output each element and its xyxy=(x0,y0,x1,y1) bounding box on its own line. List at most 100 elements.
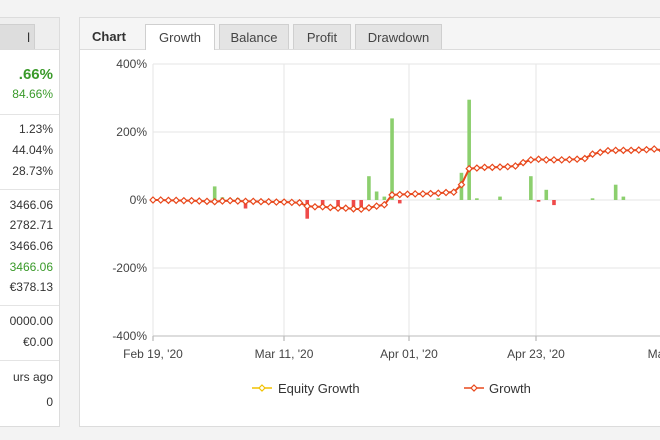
growth-point xyxy=(642,145,651,154)
growth-point xyxy=(411,190,420,198)
growth-legend-label: Growth xyxy=(489,381,531,396)
tab-drawdown[interactable]: Drawdown xyxy=(355,24,442,49)
growth-point xyxy=(156,196,165,204)
updated-value: urs ago xyxy=(12,370,53,384)
growth-point xyxy=(372,202,381,210)
trade-bar xyxy=(536,200,541,202)
growth-point xyxy=(257,197,265,206)
growth-point xyxy=(172,196,180,205)
trade-bar xyxy=(613,184,618,200)
chart-title: Chart xyxy=(92,29,126,44)
x-tick-label: Feb 19, '20 xyxy=(123,347,183,361)
growth-point xyxy=(395,190,404,199)
growth-point xyxy=(419,190,427,198)
growth-point xyxy=(565,155,574,164)
equity-legend-marker xyxy=(258,384,266,392)
growth-point xyxy=(534,155,543,164)
growth-point xyxy=(326,203,335,212)
tab-balance[interactable]: Balance xyxy=(219,24,289,49)
growth-point xyxy=(503,162,512,171)
trade-bar xyxy=(336,200,340,207)
balance-value: 3466.06 xyxy=(9,198,53,212)
x-tick-label: Apr 01, '20 xyxy=(380,347,438,361)
drawdown-value: 28.73% xyxy=(12,164,53,178)
growth-point xyxy=(187,196,196,205)
growth-point xyxy=(426,189,435,198)
growth-point xyxy=(449,188,458,197)
growth-point xyxy=(604,146,612,155)
growth-point xyxy=(488,163,497,172)
growth-point xyxy=(496,163,504,171)
growth-point xyxy=(264,197,273,206)
growth-point xyxy=(226,196,234,205)
growth-point xyxy=(611,146,620,155)
growth-point xyxy=(403,190,412,199)
deposits-value: 0000.00 xyxy=(9,314,53,328)
y-tick-label: 200% xyxy=(116,125,147,139)
growth-chart: Feb 19, '20 Mar 11, '20 Apr 01, '20 Apr 23,… xyxy=(112,57,660,396)
growth-point xyxy=(365,203,373,212)
trade-bar xyxy=(590,198,595,200)
growth-point xyxy=(473,164,481,172)
growth-point xyxy=(149,196,157,204)
interest-value: €378.13 xyxy=(9,280,53,294)
growth-point xyxy=(619,146,628,155)
growth-point xyxy=(388,191,396,199)
x-tick-label: May 1 xyxy=(648,347,660,361)
chart-panel: Chart Growth Balance Profit Drawdown Feb… xyxy=(79,17,660,427)
growth-point xyxy=(542,156,551,164)
stats-tab[interactable]: l xyxy=(0,24,35,49)
growth-point xyxy=(550,156,558,164)
divider xyxy=(0,114,59,115)
growth-point xyxy=(334,204,342,213)
growth-point xyxy=(596,148,605,157)
stats-header: l xyxy=(0,18,59,50)
trade-bar xyxy=(436,198,441,200)
trade-bar xyxy=(359,200,364,207)
growth-point xyxy=(341,204,350,213)
trade-bar xyxy=(529,176,533,200)
highest-value: 3466.06 xyxy=(9,239,53,253)
account-stats-panel: l .66% 84.66% 1.23% 44.04% 28.73% 3466.0… xyxy=(0,17,60,427)
trade-bar xyxy=(351,200,356,207)
growth-point xyxy=(434,189,443,198)
trade-bar xyxy=(367,176,371,200)
divider xyxy=(0,305,59,306)
tab-growth[interactable]: Growth xyxy=(145,24,215,50)
trade-bar xyxy=(552,200,556,206)
growth-point xyxy=(218,197,227,205)
growth-point xyxy=(249,197,258,206)
growth-point xyxy=(650,145,659,153)
growth-point xyxy=(318,202,327,211)
divider xyxy=(0,360,59,361)
trade-bar xyxy=(212,186,217,200)
growth-point xyxy=(357,205,366,214)
equity-legend-label: Equity Growth xyxy=(278,381,360,396)
growth-point xyxy=(280,198,288,206)
growth-legend-marker xyxy=(470,384,478,392)
growth-point xyxy=(557,156,566,164)
tab-profit[interactable]: Profit xyxy=(293,24,351,49)
growth-point xyxy=(195,197,204,205)
trade-bar xyxy=(498,196,502,200)
growth-point xyxy=(588,150,597,158)
growth-point xyxy=(311,202,319,211)
growth-point xyxy=(634,146,643,154)
growth-point xyxy=(303,202,312,210)
growth-point xyxy=(164,196,173,205)
growth-point xyxy=(241,197,250,206)
withdrawals-value: €0.00 xyxy=(22,335,53,349)
trade-bar xyxy=(467,99,471,200)
growth-point xyxy=(272,198,281,206)
trade-bar xyxy=(382,196,387,200)
trade-bar xyxy=(397,200,402,204)
growth-point xyxy=(627,146,635,155)
growth-point xyxy=(442,188,450,197)
growth-point xyxy=(380,200,389,209)
growth-point xyxy=(580,154,589,163)
equity-value: 2782.71 xyxy=(9,218,53,232)
chart-tabbar: Chart Growth Balance Profit Drawdown xyxy=(80,18,660,50)
gain-value: .66% xyxy=(18,66,53,83)
tracking-value: 0 xyxy=(46,395,53,409)
trade-bar xyxy=(374,191,379,200)
